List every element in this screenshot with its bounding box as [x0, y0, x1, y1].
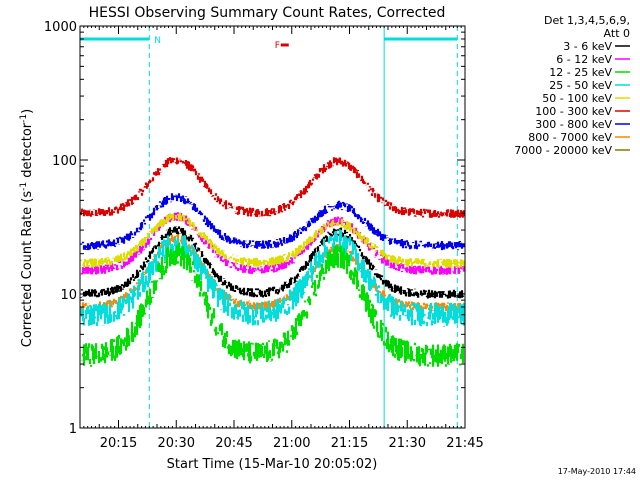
y-tick-label: 100 [52, 154, 77, 169]
y-tick-label: 10 [60, 288, 77, 303]
series-line [80, 243, 465, 367]
x-axis-label: Start Time (15-Mar-10 20:05:02) [167, 457, 378, 472]
series-line [80, 229, 465, 327]
x-tick-label: 20:45 [215, 436, 252, 451]
legend-header-1: Det 1,3,4,5,6,9, [544, 14, 630, 27]
legend-item-label: 800 - 7000 keV [528, 131, 612, 144]
x-tick-label: 20:15 [100, 436, 137, 451]
plot-frame [79, 25, 466, 429]
night-label: N [154, 36, 161, 46]
legend-item-label: 50 - 100 keV [542, 92, 612, 105]
y-axis-label-sup2: -1 [19, 114, 29, 123]
y-tick-label: 1000 [44, 20, 77, 35]
x-tick-label: 21:00 [273, 436, 310, 451]
y-axis-label-main: Corrected Count Rate (s [20, 191, 35, 348]
series-line [80, 212, 465, 268]
y-axis-label-mid: detector [20, 122, 35, 182]
y-axis-label: Corrected Count Rate (s-1 detector-1) [19, 109, 35, 347]
x-tick-label: 21:15 [331, 436, 368, 451]
legend-item-label: 7000 - 20000 keV [514, 144, 612, 157]
series-line [80, 157, 465, 218]
legend-item-label: 6 - 12 keV [556, 53, 612, 66]
legend-header-2: Att 0 [604, 27, 630, 40]
legend-item-label: 12 - 25 keV [549, 66, 612, 79]
x-tick-label: 21:45 [446, 436, 483, 451]
y-tick-label: 1 [69, 422, 77, 437]
legend-item-label: 300 - 800 keV [535, 118, 612, 131]
x-axis: 20:15 20:30 20:45 21:00 21:15 21:30 21:45 [83, 26, 484, 451]
y-axis: 1 10 100 1000 [44, 20, 465, 437]
x-tick-label: 21:30 [389, 436, 426, 451]
flare-label: F [275, 41, 280, 51]
chart-title: HESSI Observing Summary Count Rates, Cor… [89, 5, 446, 21]
legend-item-label: 25 - 50 keV [549, 79, 612, 92]
legend-item-label: 100 - 300 keV [535, 105, 612, 118]
timestamp-annotation: 17-May-2010 17:44 [558, 467, 636, 476]
series-line [80, 193, 465, 251]
y-axis-label-end: ) [20, 109, 35, 114]
legend-item-label: 3 - 6 keV [563, 40, 612, 53]
series-layer [80, 157, 465, 367]
x-tick-label: 20:30 [158, 436, 195, 451]
y-axis-label-sup1: -1 [19, 182, 29, 191]
